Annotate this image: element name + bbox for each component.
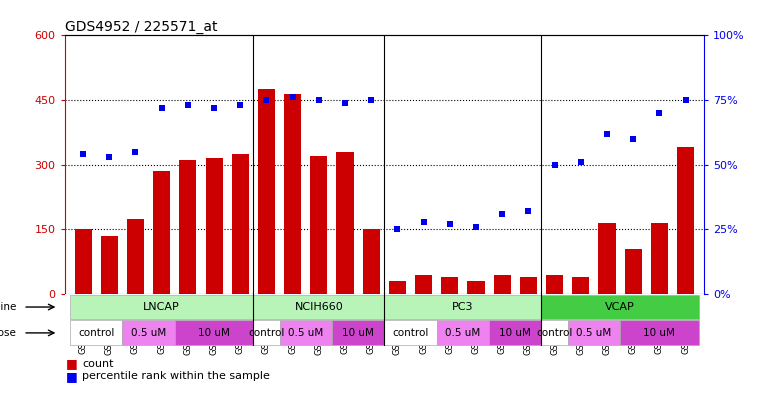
Text: dose: dose bbox=[0, 328, 17, 338]
Point bbox=[155, 105, 167, 111]
Bar bbox=[415, 275, 432, 294]
Point bbox=[470, 224, 482, 230]
Text: GDS4952 / 225571_at: GDS4952 / 225571_at bbox=[65, 20, 217, 34]
Point bbox=[680, 97, 692, 103]
Text: control: control bbox=[248, 328, 285, 338]
Bar bbox=[231, 154, 249, 294]
Bar bbox=[253, 320, 279, 345]
Point bbox=[365, 97, 377, 103]
Point bbox=[129, 149, 142, 155]
Bar bbox=[180, 160, 196, 294]
Bar bbox=[153, 171, 170, 294]
Point bbox=[522, 208, 534, 215]
Point bbox=[260, 97, 272, 103]
Point bbox=[234, 102, 247, 108]
Bar bbox=[572, 277, 589, 294]
Point bbox=[496, 211, 508, 217]
Bar bbox=[100, 236, 118, 294]
Point bbox=[601, 130, 613, 137]
Text: control: control bbox=[78, 328, 114, 338]
Bar bbox=[332, 320, 384, 345]
Bar bbox=[542, 295, 699, 320]
Text: ■: ■ bbox=[66, 370, 78, 383]
Text: percentile rank within the sample: percentile rank within the sample bbox=[82, 371, 270, 382]
Bar bbox=[70, 295, 253, 320]
Text: control: control bbox=[537, 328, 573, 338]
Bar bbox=[253, 295, 384, 320]
Bar bbox=[489, 320, 542, 345]
Bar bbox=[384, 320, 437, 345]
Point bbox=[627, 136, 639, 142]
Text: 0.5 uM: 0.5 uM bbox=[288, 328, 323, 338]
Point bbox=[103, 154, 116, 160]
Point bbox=[287, 94, 299, 101]
Point bbox=[182, 102, 194, 108]
Text: 10 uM: 10 uM bbox=[644, 328, 675, 338]
Point bbox=[208, 105, 220, 111]
Text: count: count bbox=[82, 358, 113, 369]
Bar bbox=[441, 277, 458, 294]
Bar bbox=[625, 249, 642, 294]
Text: NCIH660: NCIH660 bbox=[295, 302, 343, 312]
Bar bbox=[520, 277, 537, 294]
Bar bbox=[284, 94, 301, 294]
Text: 10 uM: 10 uM bbox=[198, 328, 230, 338]
Text: 0.5 uM: 0.5 uM bbox=[576, 328, 612, 338]
Text: 0.5 uM: 0.5 uM bbox=[131, 328, 166, 338]
Bar bbox=[677, 147, 694, 294]
Bar bbox=[598, 223, 616, 294]
Bar bbox=[175, 320, 253, 345]
Text: LNCAP: LNCAP bbox=[143, 302, 180, 312]
Bar bbox=[310, 156, 327, 294]
Text: control: control bbox=[393, 328, 428, 338]
Text: cell line: cell line bbox=[0, 302, 17, 312]
Point bbox=[339, 99, 351, 106]
Bar bbox=[123, 320, 175, 345]
Point bbox=[575, 159, 587, 165]
Text: 10 uM: 10 uM bbox=[342, 328, 374, 338]
Bar bbox=[258, 89, 275, 294]
Bar bbox=[494, 275, 511, 294]
Point bbox=[444, 221, 456, 228]
Point bbox=[391, 226, 403, 233]
Bar bbox=[75, 230, 91, 294]
Bar bbox=[437, 320, 489, 345]
Bar bbox=[70, 320, 123, 345]
Bar bbox=[542, 320, 568, 345]
Point bbox=[77, 151, 89, 158]
Text: 10 uM: 10 uM bbox=[499, 328, 531, 338]
Point bbox=[313, 97, 325, 103]
Bar bbox=[389, 281, 406, 294]
Text: 0.5 uM: 0.5 uM bbox=[445, 328, 480, 338]
Point bbox=[549, 162, 561, 168]
Point bbox=[653, 110, 665, 116]
Bar bbox=[384, 295, 542, 320]
Text: VCAP: VCAP bbox=[605, 302, 635, 312]
Bar bbox=[620, 320, 699, 345]
Bar bbox=[546, 275, 563, 294]
Bar bbox=[279, 320, 332, 345]
Text: ■: ■ bbox=[66, 357, 78, 370]
Bar bbox=[205, 158, 222, 294]
Bar bbox=[568, 320, 620, 345]
Bar bbox=[336, 152, 354, 294]
Bar bbox=[363, 230, 380, 294]
Point bbox=[418, 219, 430, 225]
Bar bbox=[651, 223, 668, 294]
Text: PC3: PC3 bbox=[452, 302, 473, 312]
Bar bbox=[467, 281, 485, 294]
Bar bbox=[127, 219, 144, 294]
